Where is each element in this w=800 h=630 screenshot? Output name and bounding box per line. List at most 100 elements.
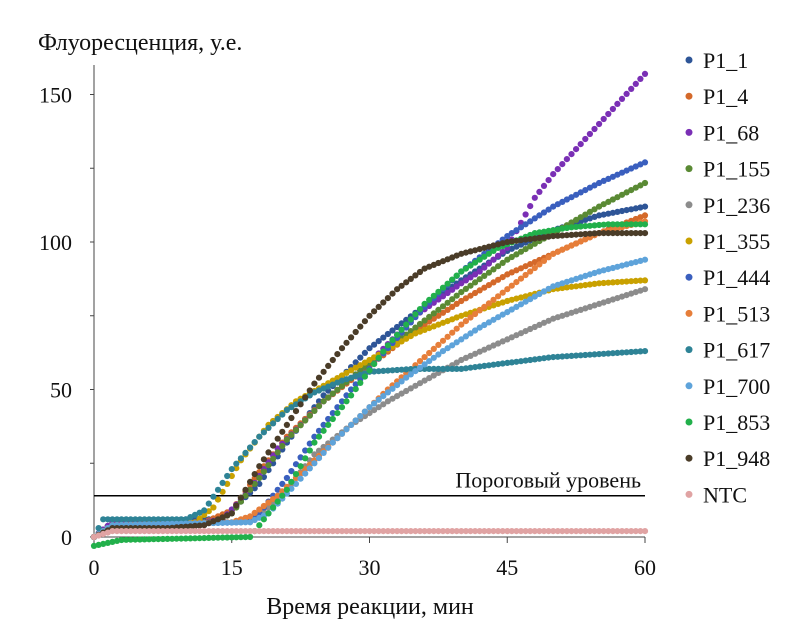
data-point xyxy=(582,187,589,194)
data-point xyxy=(196,522,203,529)
data-point xyxy=(490,361,497,368)
data-point xyxy=(540,528,548,535)
data-point xyxy=(178,528,185,535)
data-point xyxy=(196,515,203,522)
data-point xyxy=(504,359,511,366)
data-point xyxy=(540,182,548,189)
data-point xyxy=(476,307,483,314)
data-point xyxy=(531,215,538,222)
data-point xyxy=(476,287,483,294)
data-point xyxy=(182,523,189,530)
data-point xyxy=(394,382,401,389)
data-point xyxy=(435,351,442,358)
legend-label: P1_68 xyxy=(703,120,759,145)
data-point xyxy=(389,528,396,535)
data-point xyxy=(270,496,277,503)
data-point xyxy=(573,216,580,223)
data-point xyxy=(559,284,566,292)
data-point xyxy=(426,375,433,382)
data-point xyxy=(283,474,290,482)
data-point xyxy=(279,428,286,435)
data-point xyxy=(426,358,433,365)
data-point xyxy=(641,230,649,237)
series-P1_948 xyxy=(90,230,649,541)
data-point xyxy=(586,184,594,191)
data-point xyxy=(628,230,635,237)
data-point xyxy=(508,238,515,245)
data-point xyxy=(343,339,350,346)
data-point xyxy=(614,349,621,356)
data-point xyxy=(628,528,635,535)
legend-label: P1_236 xyxy=(703,193,770,218)
data-point xyxy=(476,256,483,263)
data-point xyxy=(614,208,621,215)
data-point xyxy=(251,439,258,446)
data-point xyxy=(495,293,502,300)
data-point xyxy=(490,256,497,263)
data-point xyxy=(302,417,309,424)
data-point xyxy=(513,227,520,234)
data-point xyxy=(118,536,125,544)
data-point xyxy=(545,206,552,213)
data-point xyxy=(329,356,336,364)
data-point xyxy=(568,283,575,290)
x-tick-label: 45 xyxy=(496,555,518,580)
data-point xyxy=(522,357,529,364)
data-point xyxy=(159,535,166,543)
data-point xyxy=(375,368,382,375)
data-point xyxy=(536,528,543,535)
data-point xyxy=(596,280,603,287)
data-point xyxy=(472,279,479,286)
data-point xyxy=(348,367,355,374)
data-point xyxy=(495,314,502,321)
data-point xyxy=(398,390,405,397)
data-point xyxy=(472,259,479,266)
data-point xyxy=(366,345,373,352)
data-point xyxy=(375,528,382,535)
data-point xyxy=(169,516,176,523)
data-point xyxy=(545,177,552,184)
data-point xyxy=(233,534,240,541)
axes: 0 50 100 150 0 15 30 45 60 xyxy=(39,65,656,580)
data-point xyxy=(127,528,134,535)
data-point xyxy=(380,393,387,400)
data-point xyxy=(600,528,607,535)
data-point xyxy=(536,261,543,268)
data-point xyxy=(173,535,180,542)
data-point xyxy=(159,516,166,523)
series-NTC xyxy=(90,528,649,541)
data-point xyxy=(545,227,552,234)
data-point xyxy=(499,274,506,281)
data-point xyxy=(540,234,548,241)
data-point xyxy=(256,528,263,535)
data-point xyxy=(274,449,281,456)
data-point xyxy=(499,289,506,296)
data-point xyxy=(219,479,226,486)
data-point xyxy=(568,528,575,535)
data-point xyxy=(517,528,525,535)
data-point xyxy=(522,221,529,228)
data-point xyxy=(380,299,387,306)
data-point xyxy=(292,408,300,415)
data-point xyxy=(632,528,639,535)
data-point xyxy=(632,230,639,237)
x-tick-label: 15 xyxy=(221,555,243,580)
legend-item: P1_444 xyxy=(685,265,770,290)
data-point xyxy=(641,159,649,166)
data-point xyxy=(398,326,405,333)
data-point xyxy=(568,194,575,201)
data-point xyxy=(311,439,318,446)
legend-marker xyxy=(685,273,693,281)
data-point xyxy=(279,480,286,487)
data-point xyxy=(306,447,313,454)
data-point xyxy=(527,296,534,303)
data-point xyxy=(573,191,580,198)
x-tick-label: 30 xyxy=(359,555,381,580)
data-point xyxy=(274,498,281,505)
data-point xyxy=(366,367,373,374)
data-point xyxy=(550,171,557,178)
legend-marker xyxy=(685,201,693,209)
data-point xyxy=(416,364,424,371)
data-point xyxy=(187,523,194,530)
data-point xyxy=(334,410,341,417)
